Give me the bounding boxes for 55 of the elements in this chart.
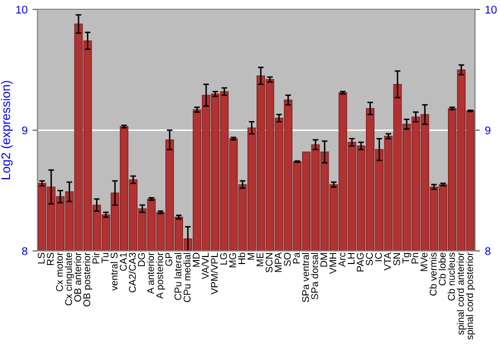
x-tick-label: Cb vermis [429, 252, 437, 296]
y2-tick-label: 10 [486, 6, 497, 14]
x-tick-label: A anterior [146, 252, 154, 294]
x-tick-label: SC [366, 252, 373, 266]
x-tick-label: GP [165, 252, 172, 266]
x-tick-label: CA1 [120, 252, 127, 271]
x-tick-label: VA/VL [202, 252, 209, 280]
x-tick-label: Cb lobe [438, 252, 446, 286]
x-tick-label: IC [375, 252, 382, 262]
x-tick-label: Pir [92, 252, 100, 264]
x-tick-label: SN [393, 253, 400, 266]
x-tick-label: VTA [384, 252, 391, 270]
x-tick-label: Tg [402, 252, 412, 264]
x-tick-label: spinal cord anterior [456, 252, 466, 335]
x-tick-label: ventral S [110, 252, 118, 291]
x-tick-label: Cx cingulate [64, 252, 74, 306]
x-tick-label: MD [192, 252, 200, 267]
x-tick-label: MVe [420, 252, 428, 271]
y-tick-label: 8 [22, 247, 28, 256]
x-tick-label: Arc [338, 252, 346, 267]
x-tick-label: Tu [102, 252, 108, 264]
x-tick-label: VPM/VPL [210, 252, 218, 294]
x-tick-label: Cx motor [56, 252, 63, 292]
x-tick-label: OB anterior [74, 252, 82, 302]
x-tick-label: SCN [266, 253, 273, 272]
x-tick-label: LH [348, 253, 354, 264]
y-axis-title: Log2 (expression) [0, 80, 13, 180]
x-tick-label: CPu lateral [174, 252, 182, 300]
x-tick-label: Cb nucleus [448, 252, 455, 300]
x-tick-label: Pn [412, 252, 418, 264]
x-tick-label: DM [320, 253, 328, 267]
x-tick-label: CPu medial [183, 252, 190, 302]
x-tick-label: PAG [356, 253, 364, 272]
y-tick-label: 9 [22, 126, 28, 134]
x-tick-label: LS [38, 252, 45, 264]
x-tick-label: SPa dorsal [310, 252, 318, 300]
x-tick-label: OB posterior [83, 252, 92, 306]
x-tick-label: MPA [274, 252, 282, 272]
x-tick-label: Hb [238, 252, 246, 264]
y2-tick-label: 9 [485, 126, 490, 134]
y-tick-label: 10 [16, 6, 28, 14]
y2-tick-label: 8 [485, 247, 490, 256]
x-tick-label: M [248, 253, 254, 260]
x-tick-label: RS [46, 252, 54, 266]
x-tick-label: Pa [293, 252, 300, 264]
x-tick-label: VMH [330, 253, 336, 274]
x-tick-label: spinal cord posterior [466, 252, 475, 340]
x-tick-label: A posterior [156, 252, 166, 299]
x-tick-label: MG [229, 253, 236, 268]
x-tick-label: ME [256, 252, 264, 266]
x-tick-label: LG [220, 253, 227, 265]
x-tick-label: CA2/CA3 [128, 252, 136, 292]
x-tick-label: DG [138, 253, 145, 266]
x-tick-label: SPa ventral [302, 252, 309, 302]
x-tick-label: SO [284, 252, 291, 266]
